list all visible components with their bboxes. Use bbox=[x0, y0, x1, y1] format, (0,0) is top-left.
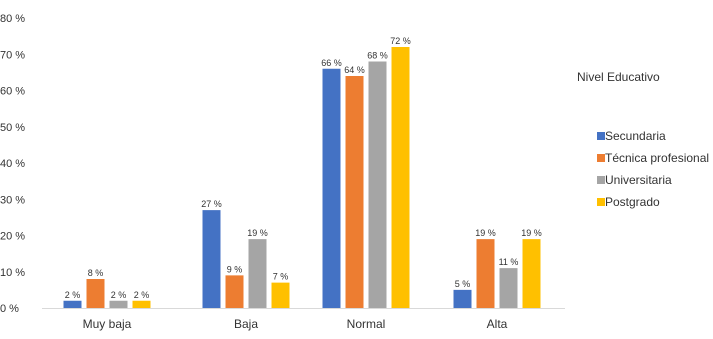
y-tick-label: 10 % bbox=[0, 267, 25, 279]
y-tick-label: 70 % bbox=[0, 49, 25, 61]
bar bbox=[476, 239, 495, 308]
y-tick-label: 50 % bbox=[0, 122, 25, 134]
y-tick-label: 80 % bbox=[0, 13, 25, 25]
data-label: 2 % bbox=[111, 290, 127, 300]
bar bbox=[132, 300, 151, 308]
bar bbox=[63, 300, 82, 308]
data-labels: 2 % 8 % 2 % 2 % 27 % 9 % 19 % 7 % 66 %64 %68 %72… bbox=[65, 36, 542, 300]
data-label: 2 % bbox=[65, 290, 81, 300]
data-label: 19 % bbox=[475, 228, 496, 238]
data-label: 2 % bbox=[134, 290, 150, 300]
legend-label: Técnica profesional bbox=[605, 151, 709, 165]
bar bbox=[248, 239, 267, 308]
legend-label: Postgrado bbox=[605, 195, 660, 209]
bar bbox=[322, 68, 341, 308]
bars bbox=[63, 47, 541, 308]
data-label: 72 % bbox=[390, 36, 411, 46]
data-label: 5 % bbox=[455, 279, 471, 289]
data-label: 9 % bbox=[227, 264, 243, 274]
bar bbox=[225, 275, 244, 308]
data-label: 7 % bbox=[273, 272, 289, 282]
y-tick-label: 0 % bbox=[0, 303, 19, 315]
bar bbox=[368, 61, 387, 308]
bar bbox=[109, 300, 128, 308]
data-label: 8 % bbox=[88, 268, 104, 278]
data-label: 19 % bbox=[521, 228, 542, 238]
x-tick-label: Normal bbox=[347, 317, 386, 331]
data-label: 19 % bbox=[247, 228, 268, 238]
legend-swatch bbox=[597, 198, 605, 206]
y-tick-label: 20 % bbox=[0, 231, 25, 243]
bar bbox=[345, 76, 364, 308]
bar bbox=[391, 47, 410, 308]
bar bbox=[271, 282, 290, 308]
x-axis: Muy baja Baja Normal Alta bbox=[42, 308, 565, 331]
x-tick-label: Baja bbox=[234, 317, 258, 331]
data-label: 64 % bbox=[344, 65, 365, 75]
x-tick-label: Alta bbox=[487, 317, 508, 331]
y-tick-label: 40 % bbox=[0, 158, 25, 170]
legend-swatch bbox=[597, 154, 605, 162]
bar bbox=[522, 239, 541, 308]
legend-swatch bbox=[597, 132, 605, 140]
bar bbox=[86, 279, 105, 308]
legend-title: Nivel Educativo bbox=[577, 70, 660, 84]
bar bbox=[499, 268, 518, 308]
legend-label: Secundaria bbox=[605, 129, 666, 143]
data-label: 27 % bbox=[201, 199, 222, 209]
y-axis: 0 % 10 % 20 % 30 % 40 % 50 % 60 % 70 % 80 % bbox=[0, 13, 25, 315]
data-label: 66 % bbox=[321, 58, 342, 68]
y-tick-label: 30 % bbox=[0, 194, 25, 206]
bar bbox=[202, 210, 221, 308]
data-label: 68 % bbox=[367, 51, 388, 61]
legend: Nivel Educativo Secundaria Técnica profes… bbox=[577, 70, 709, 209]
legend-swatch bbox=[597, 176, 605, 184]
bar bbox=[453, 289, 472, 308]
legend-label: Universitaria bbox=[605, 173, 672, 187]
x-tick-label: Muy baja bbox=[83, 317, 132, 331]
y-tick-label: 60 % bbox=[0, 86, 25, 98]
data-label: 11 % bbox=[499, 257, 519, 267]
